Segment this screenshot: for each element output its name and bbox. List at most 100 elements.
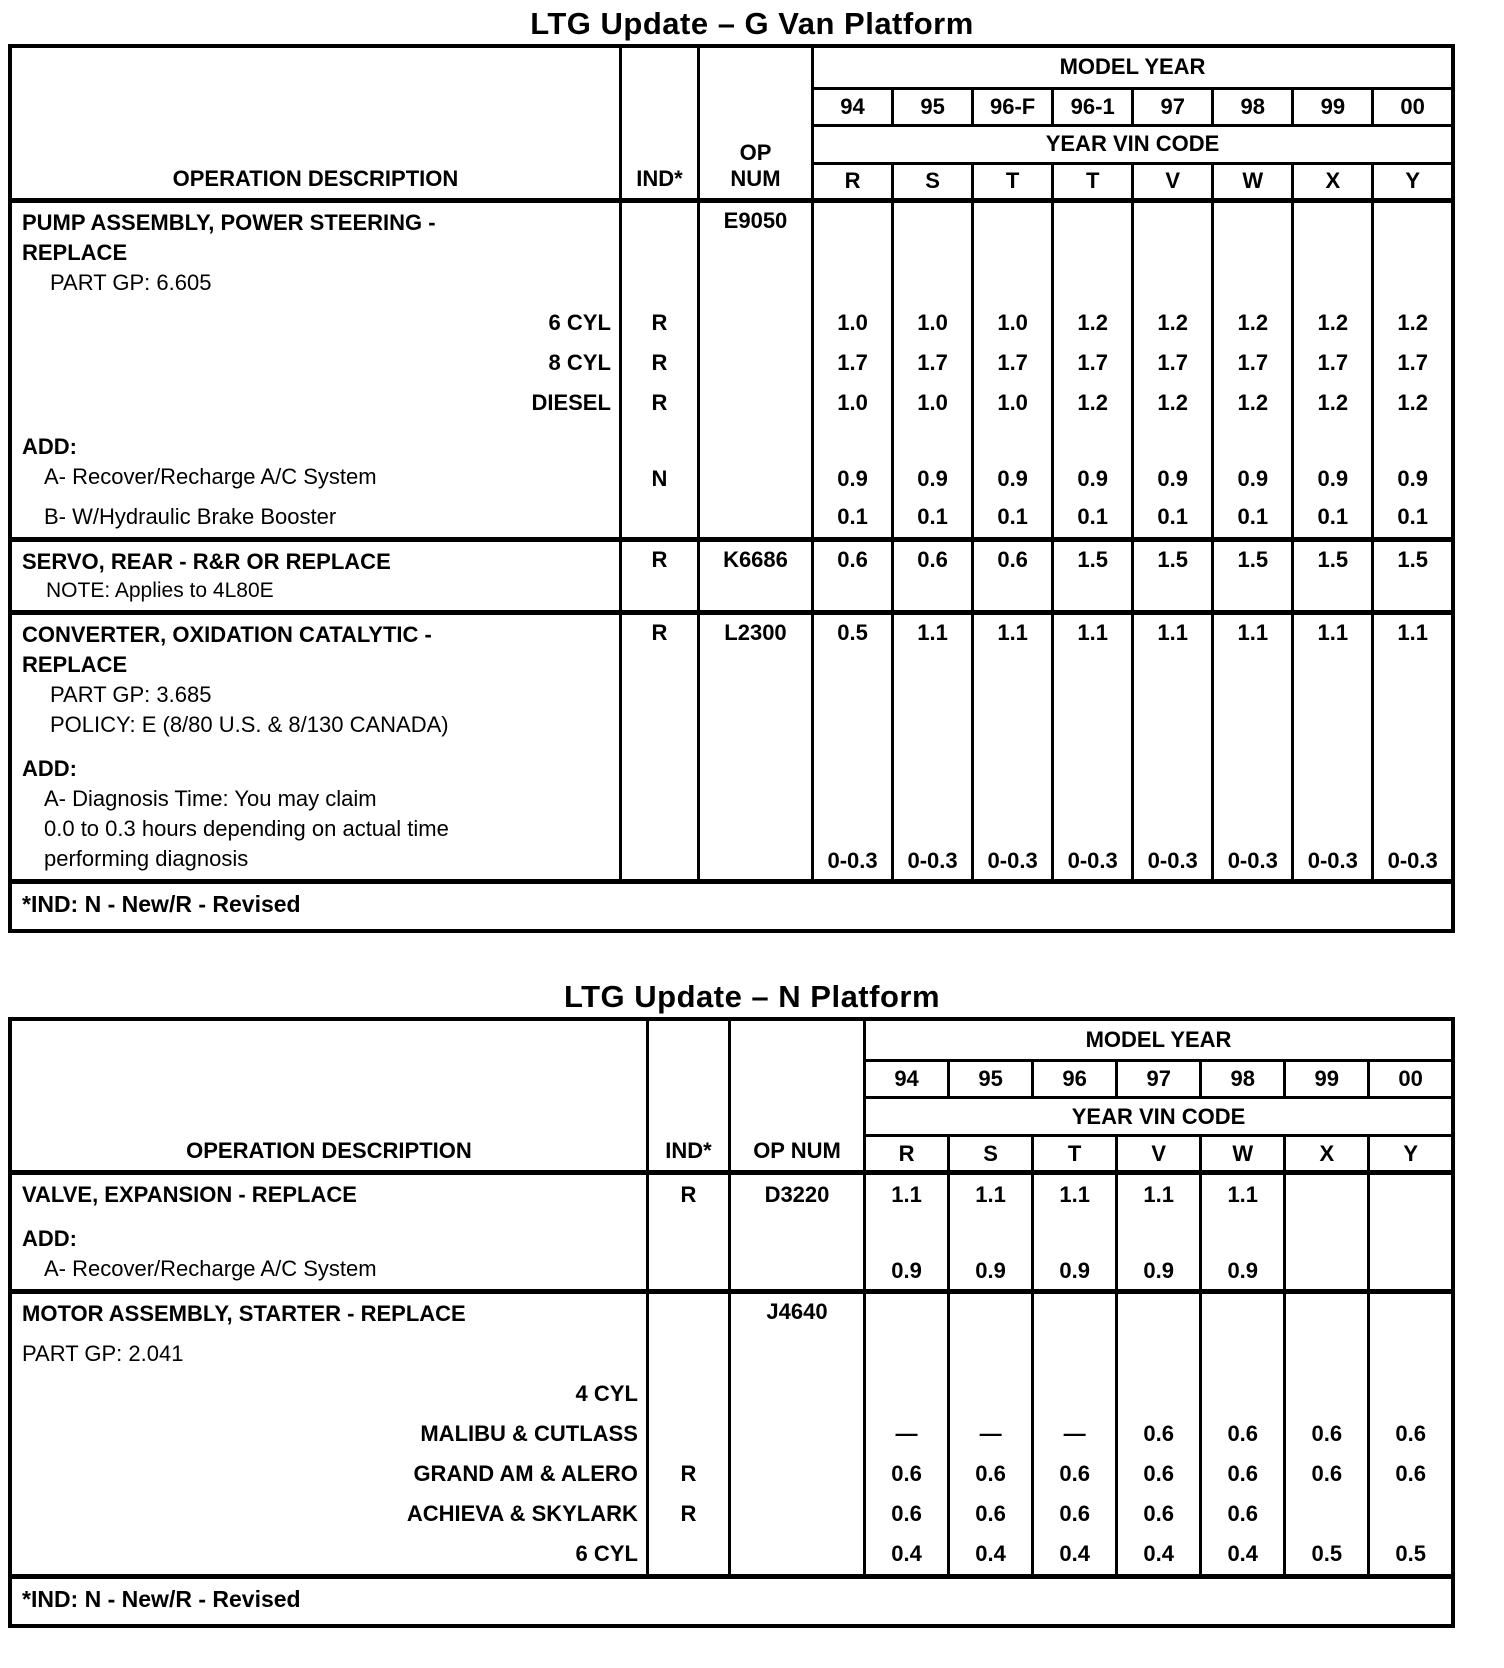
value-cell: 1.2 bbox=[1211, 382, 1295, 423]
op-num-cell bbox=[727, 1494, 867, 1534]
desc-line: 4 CYL bbox=[575, 1381, 638, 1406]
operation-description-cell: VALVE, EXPANSION - REPLACE bbox=[8, 1170, 649, 1215]
value-cell: — bbox=[863, 1414, 951, 1454]
op-num-cell: D3220 bbox=[727, 1170, 867, 1215]
model-year-row: 94 95 96 97 98 99 00 bbox=[10, 1059, 1455, 1099]
model-year-row: 94 95 96-F 96-1 97 98 99 00 bbox=[10, 86, 1455, 127]
ind-header: IND* bbox=[645, 1017, 731, 1174]
operation-description-cell: PART GP: 2.041 bbox=[8, 1334, 649, 1374]
value-cell bbox=[811, 197, 895, 303]
desc-line: REPLACE bbox=[22, 651, 128, 677]
value-cell bbox=[1367, 1494, 1455, 1534]
desc-line: PART GP: 3.685 bbox=[50, 681, 212, 707]
value-cell: 1.2 bbox=[1051, 382, 1135, 423]
ind-cell: R bbox=[645, 1494, 731, 1534]
ind-cell bbox=[645, 1414, 731, 1454]
operation-description-cell: MOTOR ASSEMBLY, STARTER - REPLACE bbox=[8, 1289, 649, 1334]
table-body: VALVE, EXPANSION - REPLACE R D3220 1.1 1.1 1.… bbox=[8, 1170, 1455, 1577]
desc-line: PART GP: 2.041 bbox=[22, 1341, 184, 1366]
table-row-starter-6-cyl: 6 CYL 0.4 0.4 0.4 0.4 0.4 0.5 0.5 bbox=[8, 1534, 1455, 1577]
model-year-cell: 96 bbox=[1031, 1059, 1119, 1099]
value-cell: 0.1 bbox=[811, 496, 895, 539]
value-cell: 1.5 bbox=[1131, 536, 1215, 612]
value-cell: 1.2 bbox=[1131, 302, 1215, 343]
ind-cell bbox=[645, 1534, 731, 1577]
value-cell: 0-0.3 bbox=[1291, 744, 1375, 881]
value-cell: 1.2 bbox=[1371, 382, 1455, 423]
value-cell: 1.2 bbox=[1291, 382, 1375, 423]
ind-cell bbox=[645, 1215, 731, 1292]
value-cell: 0.9 bbox=[1051, 422, 1135, 497]
op-num-cell bbox=[696, 496, 815, 539]
value-cell: 0.9 bbox=[971, 422, 1055, 497]
value-cell: 0.6 bbox=[891, 536, 975, 612]
ind-cell bbox=[645, 1374, 731, 1414]
op-num-cell: E9050 bbox=[696, 197, 815, 303]
value-cell bbox=[1283, 1215, 1371, 1292]
value-cell: 1.7 bbox=[971, 342, 1055, 383]
g-van-platform-section: LTG Update – G Van Platform OPERATION DE… bbox=[0, 6, 1504, 933]
footnote: *IND: N - New/R - Revised bbox=[10, 1574, 1453, 1626]
model-year-header: MODEL YEAR bbox=[863, 1017, 1455, 1062]
value-cell: 0-0.3 bbox=[971, 744, 1055, 881]
vin-code-cell: R bbox=[863, 1134, 951, 1174]
value-cell: 1.5 bbox=[1371, 536, 1455, 612]
op-num-cell: L2300 bbox=[696, 609, 815, 745]
vin-code-label-row: YEAR VIN CODE bbox=[10, 123, 1455, 165]
value-cell bbox=[1115, 1289, 1203, 1334]
table-row-starter-grand-am-alero: GRAND AM & ALERO R 0.6 0.6 0.6 0.6 0.6 0.6 0.6 bbox=[8, 1454, 1455, 1494]
ind-cell: R bbox=[645, 1170, 731, 1215]
desc-line: 6 CYL bbox=[575, 1541, 638, 1566]
operation-description-cell: B- W/Hydraulic Brake Booster bbox=[8, 496, 622, 539]
table-row-motor-assembly-starter: MOTOR ASSEMBLY, STARTER - REPLACE J4640 bbox=[8, 1289, 1455, 1334]
op-num-cell bbox=[727, 1454, 867, 1494]
operation-description-cell: 6 CYL bbox=[8, 1534, 649, 1577]
value-cell bbox=[1199, 1374, 1287, 1414]
value-cell bbox=[1367, 1170, 1455, 1215]
value-cell: 1.2 bbox=[1291, 302, 1375, 343]
op-num-header: OP NUM bbox=[727, 1017, 867, 1174]
value-cell: 1.1 bbox=[947, 1170, 1035, 1215]
value-cell bbox=[1031, 1334, 1119, 1374]
value-cell: 0.9 bbox=[1211, 422, 1295, 497]
value-cell: 1.5 bbox=[1211, 536, 1295, 612]
model-year-cell: 97 bbox=[1131, 86, 1215, 127]
value-cell: 0.6 bbox=[1283, 1454, 1371, 1494]
table-row-pump-add-a-recover-recharge: ADD: A- Recover/Recharge A/C System N 0.9 0.… bbox=[8, 422, 1455, 497]
desc-line: SERVO, REAR - R&R OR REPLACE bbox=[22, 548, 391, 574]
value-cell: 0.4 bbox=[1199, 1534, 1287, 1577]
model-year-cell: 94 bbox=[863, 1059, 951, 1099]
value-cell bbox=[1283, 1374, 1371, 1414]
ind-cell bbox=[618, 197, 700, 303]
ind-cell bbox=[618, 744, 700, 881]
footnote-row: *IND: N - New/R - Revised bbox=[10, 878, 1453, 931]
model-year-cell: 99 bbox=[1291, 86, 1375, 127]
footnote: *IND: N - New/R - Revised bbox=[10, 878, 1453, 931]
value-cell: 1.0 bbox=[811, 382, 895, 423]
operation-description-cell: ADD: A- Recover/Recharge A/C System bbox=[8, 1215, 649, 1292]
desc-line: 0.0 to 0.3 hours depending on actual tim… bbox=[44, 815, 449, 841]
table-row-converter-oxidation-catalytic: CONVERTER, OXIDATION CATALYTIC - REPLACE P… bbox=[8, 609, 1455, 745]
value-cell bbox=[947, 1374, 1035, 1414]
table-row-pump-add-b-hydraulic-brake-booster: B- W/Hydraulic Brake Booster 0.1 0.1 0.1 0.1… bbox=[8, 496, 1455, 539]
table-row-pump-6-cyl: 6 CYL R 1.0 1.0 1.0 1.2 1.2 1.2 1.2 1.2 bbox=[8, 302, 1455, 343]
value-cell: 0.6 bbox=[1115, 1454, 1203, 1494]
table-row-starter-part-gp: PART GP: 2.041 bbox=[8, 1334, 1455, 1374]
value-cell: 0.5 bbox=[811, 609, 895, 745]
table-row-pump-8-cyl: 8 CYL R 1.7 1.7 1.7 1.7 1.7 1.7 1.7 1.7 bbox=[8, 342, 1455, 383]
value-cell: — bbox=[1031, 1414, 1119, 1454]
value-cell: 0.6 bbox=[1115, 1414, 1203, 1454]
value-cell: 1.0 bbox=[971, 382, 1055, 423]
ind-cell bbox=[645, 1334, 731, 1374]
desc-line: NOTE: Applies to 4L80E bbox=[46, 578, 274, 602]
vin-code-cell: Y bbox=[1367, 1134, 1455, 1174]
model-year-cell: 00 bbox=[1371, 86, 1455, 127]
ltg-table-g-van: OPERATION DESCRIPTION IND* OP NUM MODEL YEAR… bbox=[8, 44, 1455, 933]
value-cell: 1.1 bbox=[1199, 1170, 1287, 1215]
value-cell: 1.1 bbox=[891, 609, 975, 745]
desc-line: B- W/Hydraulic Brake Booster bbox=[44, 503, 337, 529]
value-cell: 1.7 bbox=[1291, 342, 1375, 383]
operation-description-cell: PUMP ASSEMBLY, POWER STEERING - REPLACE PA… bbox=[8, 197, 622, 303]
op-num-cell bbox=[727, 1374, 867, 1414]
table-row-pump-assembly-power-steering: PUMP ASSEMBLY, POWER STEERING - REPLACE PA… bbox=[8, 197, 1455, 303]
